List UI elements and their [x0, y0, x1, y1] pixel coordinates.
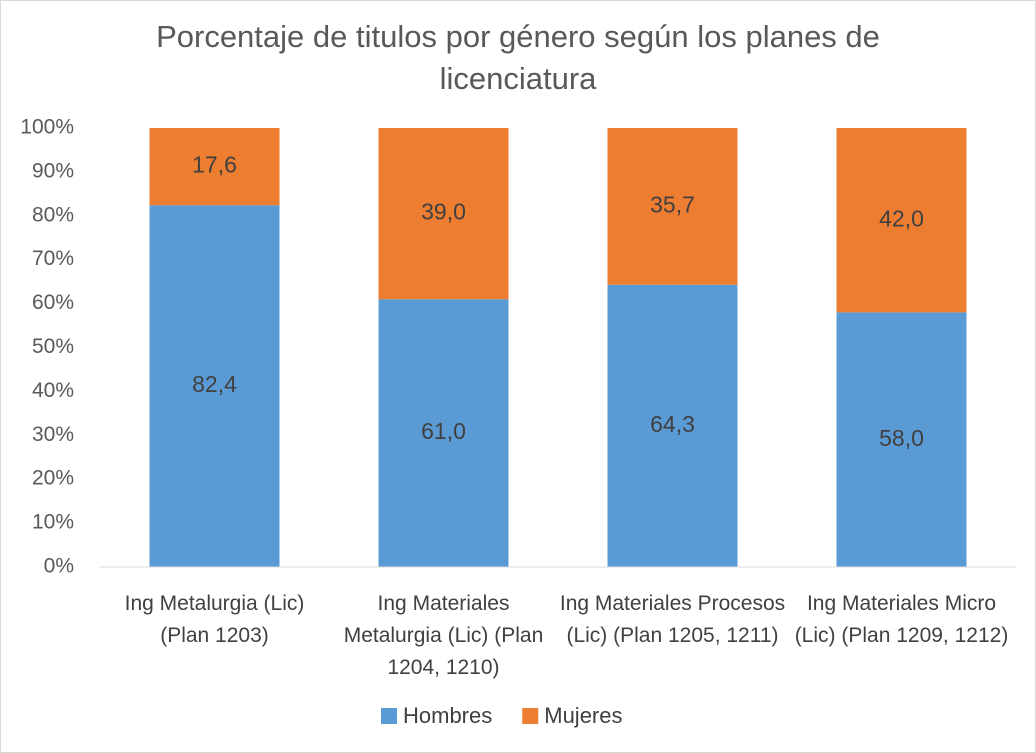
x-tick-label: Ing Materiales Procesos (Lic) (Plan 1205…	[559, 592, 786, 647]
x-tick-label: Ing Materiales Micro (Lic) (Plan 1209, 1…	[794, 592, 1009, 647]
legend-swatch	[381, 708, 397, 724]
data-label: 61,0	[421, 418, 466, 444]
data-label: 64,3	[650, 411, 695, 437]
data-label: 35,7	[650, 191, 695, 217]
data-label: 58,0	[879, 425, 924, 451]
y-tick-label: 30%	[32, 423, 74, 446]
chart-title: Porcentaje de titulos por género según l…	[156, 19, 880, 96]
bar-segment	[607, 128, 738, 285]
y-tick-label: 50%	[32, 335, 74, 358]
x-tick-label: Ing Materiales Metalurgia (Lic) (Plan 12…	[343, 592, 544, 679]
y-tick-label: 40%	[32, 379, 74, 402]
data-label: 39,0	[421, 199, 466, 225]
y-tick-label: 100%	[20, 116, 74, 139]
bar-segment	[378, 299, 509, 567]
bar-segment	[607, 284, 738, 567]
data-label: 82,4	[192, 371, 237, 397]
y-tick-label: 20%	[32, 467, 74, 490]
bar-segment	[378, 128, 509, 300]
y-tick-label: 80%	[32, 203, 74, 226]
bar-segment	[149, 205, 280, 568]
y-tick-label: 60%	[32, 291, 74, 314]
y-tick-label: 10%	[32, 511, 74, 534]
bar-segment	[836, 128, 967, 313]
legend-label: Mujeres	[544, 703, 622, 728]
data-label: 42,0	[879, 205, 924, 231]
y-tick-label: 0%	[44, 555, 74, 578]
legend-label: Hombres	[403, 703, 492, 728]
data-label: 17,6	[192, 152, 237, 178]
y-tick-label: 90%	[32, 159, 74, 182]
bar-segment	[836, 312, 967, 567]
y-tick-label: 70%	[32, 247, 74, 270]
legend-swatch	[522, 708, 539, 724]
bar-segment	[149, 128, 280, 206]
x-tick-label: Ing Metalurgia (Lic) (Plan 1203)	[124, 592, 305, 647]
